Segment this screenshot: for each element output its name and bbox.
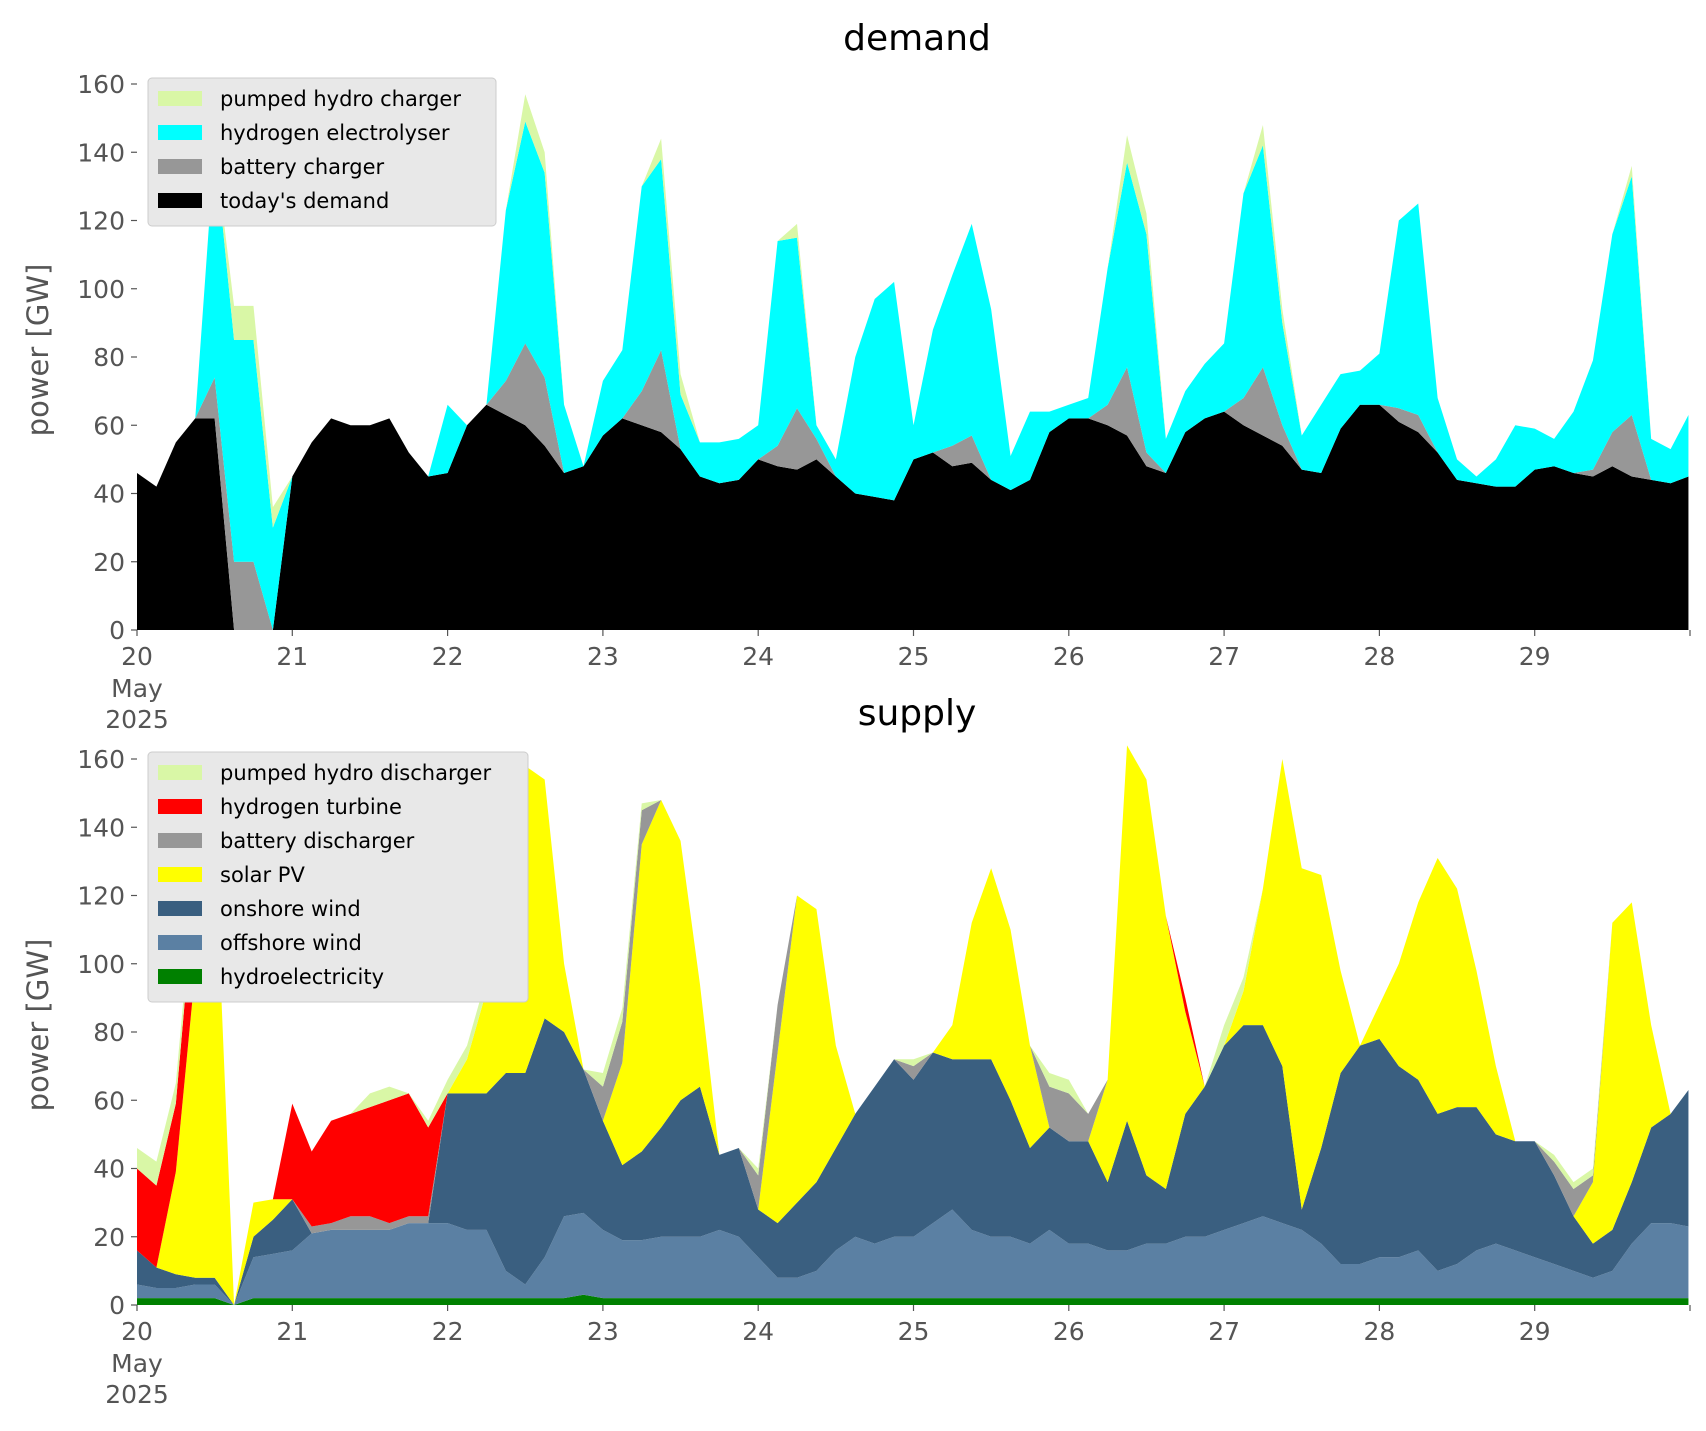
supply-legend-label-hydroelectricity: hydroelectricity <box>220 965 384 989</box>
supply-legend-label-hydrogen-turbine: hydrogen turbine <box>220 795 402 819</box>
demand-y-axis: 0 20 40 60 80 100 120 140 160 <box>77 70 137 645</box>
supply-legend-swatch-battery-discharger <box>158 833 202 848</box>
demand-y-axis-label: power [GW] <box>21 264 55 437</box>
supply-x-tick-label: 22 <box>432 1317 464 1346</box>
demand-x-tick-label: 27 <box>1208 642 1240 671</box>
supply-legend-label-pumped-hydro-discharger: pumped hydro discharger <box>220 761 491 785</box>
supply-legend-label-solar-pv: solar PV <box>220 863 305 887</box>
demand-legend-swatch-hydrogen-electrolyser <box>158 125 202 140</box>
supply-y-axis-label: power [GW] <box>21 939 55 1112</box>
supply-legend: pumped hydro discharger hydrogen turbine b… <box>147 751 529 1003</box>
supply-y-tick-label: 60 <box>93 1086 125 1115</box>
supply-legend-swatch-hydroelectricity <box>158 969 202 984</box>
demand-stacked-areas <box>137 94 1689 630</box>
supply-area-onshore-wind <box>137 1018 1689 1305</box>
supply-x-tick-label: 28 <box>1363 1317 1395 1346</box>
supply-y-tick-label: 0 <box>109 1291 125 1320</box>
demand-legend-label-pumped-hydro-charger: pumped hydro charger <box>220 87 461 111</box>
demand-legend-swatch-today-s-demand <box>158 193 202 208</box>
supply-legend-swatch-pumped-hydro-discharger <box>158 765 202 780</box>
demand-x-tick-label: 20 <box>121 642 153 671</box>
demand-legend-swatch-pumped-hydro-charger <box>158 91 202 106</box>
supply-panel: supply power [GW] 020406080100120140160 … <box>21 693 1691 1409</box>
demand-legend: pumped hydro charger hydrogen electrolyse… <box>147 77 497 227</box>
supply-x-year-label: 2025 <box>105 1380 169 1409</box>
demand-area-hydrogen-electrolyser <box>137 121 1689 630</box>
supply-x-tick-label: 24 <box>742 1317 774 1346</box>
supply-y-axis: 0 20 40 60 80 100 120 140 160 <box>77 745 137 1320</box>
demand-y-tick-label: 40 <box>93 480 125 509</box>
supply-legend-label-onshore-wind: onshore wind <box>220 897 361 921</box>
demand-x-tick-label: 23 <box>587 642 619 671</box>
demand-y-tick-label: 160 <box>77 70 125 99</box>
demand-y-tick-label: 100 <box>77 275 125 304</box>
demand-x-tick-label: 28 <box>1363 642 1395 671</box>
supply-x-tick-label: 26 <box>1053 1317 1085 1346</box>
supply-y-tick-label: 100 <box>77 950 125 979</box>
supply-x-tick-label: 21 <box>276 1317 308 1346</box>
supply-y-tick-label: 40 <box>93 1155 125 1184</box>
supply-x-month-label: May <box>111 1349 163 1378</box>
supply-legend-swatch-hydrogen-turbine <box>158 799 202 814</box>
demand-legend-label-battery-charger: battery charger <box>220 155 385 179</box>
demand-y-tick-label: 0 <box>109 616 125 645</box>
demand-y-tick-label: 80 <box>93 343 125 372</box>
supply-legend-swatch-offshore-wind <box>158 935 202 950</box>
demand-x-tick-label: 21 <box>276 642 308 671</box>
demand-x-tick-label: 26 <box>1053 642 1085 671</box>
demand-x-month-label: May <box>111 674 163 703</box>
demand-legend-box <box>147 77 497 227</box>
supply-area-offshore-wind <box>137 1209 1689 1305</box>
demand-x-tick-label: 25 <box>898 642 930 671</box>
demand-area-battery-charger <box>137 343 1689 630</box>
demand-y-tick-label: 20 <box>93 548 125 577</box>
supply-legend-swatch-solar-pv <box>158 867 202 882</box>
demand-x-tick-label: 22 <box>432 642 464 671</box>
supply-x-tick-label: 29 <box>1519 1317 1551 1346</box>
demand-x-axis: May 2025 20 21 22 23 24 25 26 27 28 29 <box>105 630 1691 734</box>
supply-area-hydroelectricity <box>137 1294 1689 1305</box>
supply-legend-box <box>147 751 529 1003</box>
demand-x-tick-label: 29 <box>1519 642 1551 671</box>
demand-legend-label-hydrogen-electrolyser: hydrogen electrolyser <box>220 121 450 145</box>
supply-y-tick-label: 140 <box>77 813 125 842</box>
demand-y-tick-label: 120 <box>77 207 125 236</box>
supply-legend-swatch-onshore-wind <box>158 901 202 916</box>
demand-x-tick-label: 24 <box>742 642 774 671</box>
demand-x-year-label: 2025 <box>105 705 169 734</box>
demand-y-tick-label: 60 <box>93 411 125 440</box>
supply-x-tick-label: 25 <box>898 1317 930 1346</box>
demand-title: demand <box>843 18 991 59</box>
demand-y-tick-label: 140 <box>77 138 125 167</box>
demand-area-today-s-demand <box>137 404 1689 630</box>
supply-y-tick-label: 80 <box>93 1018 125 1047</box>
supply-legend-label-offshore-wind: offshore wind <box>220 931 362 955</box>
supply-title: supply <box>858 693 977 734</box>
supply-y-tick-label: 20 <box>93 1223 125 1252</box>
supply-x-tick-label: 23 <box>587 1317 619 1346</box>
supply-x-tick-label: 20 <box>121 1317 153 1346</box>
supply-x-axis: May 2025 20 21 22 23 24 25 26 27 28 29 <box>105 1305 1691 1409</box>
supply-legend-label-battery-discharger: battery discharger <box>220 829 415 853</box>
supply-y-tick-label: 160 <box>77 745 125 774</box>
demand-legend-label-today-s-demand: today's demand <box>220 189 389 213</box>
supply-y-tick-label: 120 <box>77 882 125 911</box>
supply-x-tick-label: 27 <box>1208 1317 1240 1346</box>
demand-legend-swatch-battery-charger <box>158 159 202 174</box>
demand-panel: demand power [GW] 020406080100120140160 … <box>21 18 1691 734</box>
